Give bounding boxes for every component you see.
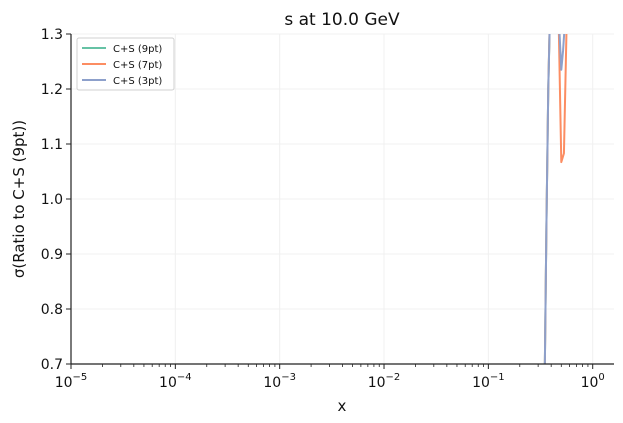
x-tick-label: 10−2 [368,372,401,391]
legend-label-3: C+S (3pt) [113,76,162,87]
y-axis-title: σ(Ratio to C+S (9pt)) [10,120,28,278]
chart-title: s at 10.0 GeV [284,10,400,30]
x-ticks-layer: 10−5 10−4 10−3 10−2 10−1 100 [55,364,605,391]
x-tick-label: 100 [581,372,605,391]
legend-items: C+S (9pt) C+S (7pt) C+S (3pt) [82,44,162,87]
y-ticks-layer: 0.7 0.8 0.9 1.0 1.1 1.2 1.3 [41,27,71,373]
legend-label-1: C+S (9pt) [113,44,162,55]
legend-label-2: C+S (7pt) [113,60,162,71]
y-tick-label: 1.3 [41,27,63,43]
y-tick-label: 1.2 [41,82,63,98]
x-axis-title: x [338,397,347,415]
legend: C+S (9pt) C+S (7pt) C+S (3pt) [76,37,175,91]
y-tick-label: 0.9 [41,247,63,263]
y-tick-label: 0.7 [41,357,63,373]
x-tick-label: 10−5 [55,372,88,391]
legend-frame [76,37,175,91]
series-layer [543,34,568,364]
y-tick-label: 0.8 [41,302,63,318]
x-tick-label: 10−1 [472,372,505,391]
x-tick-label: 10−4 [159,372,192,391]
series-line-3 [543,34,566,364]
y-tick-label: 1.1 [41,137,63,153]
y-tick-label: 1.0 [41,192,63,208]
x-tick-label: 10−3 [263,372,296,391]
